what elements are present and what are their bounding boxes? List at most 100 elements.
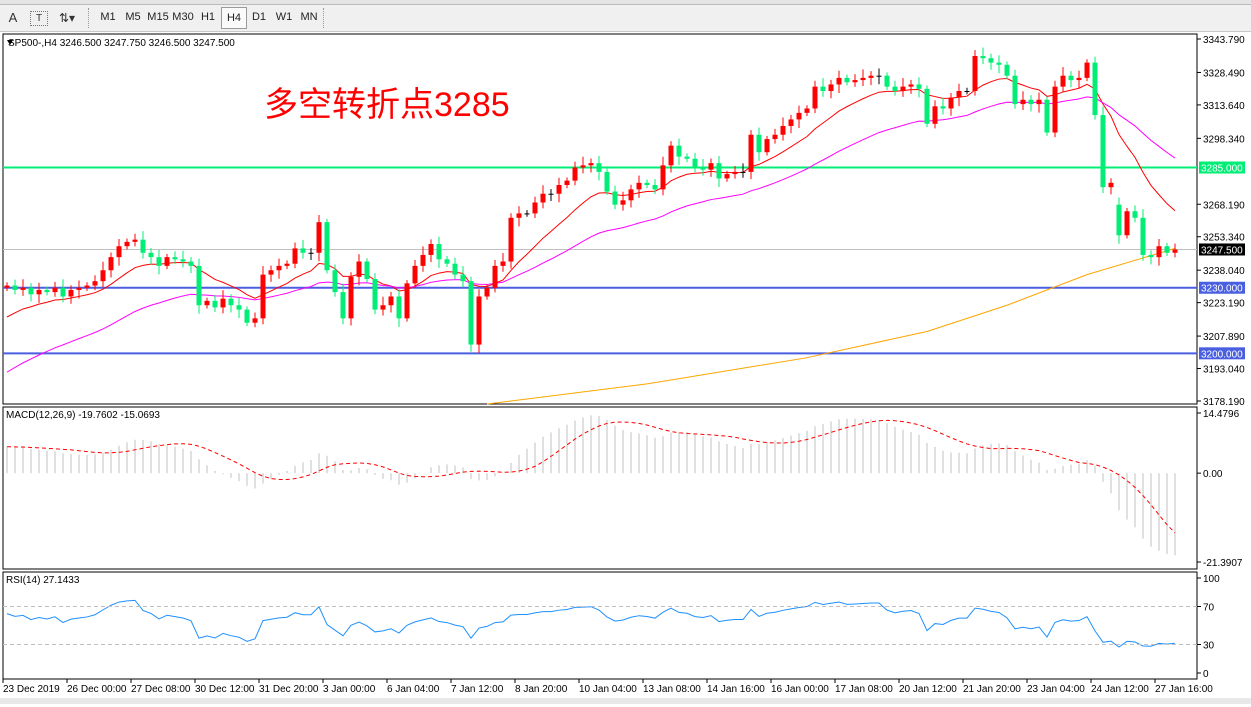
candle-body <box>212 300 218 308</box>
candle <box>36 282 42 303</box>
timeframe-m5[interactable]: M5 <box>125 11 141 23</box>
candle-body <box>644 182 650 186</box>
chart-window[interactable]: 3343.790 3328.490 3313.640 3298.340 3268.190… <box>0 32 1251 704</box>
candle-body <box>1164 246 1170 253</box>
candle-body <box>436 244 442 260</box>
candle <box>284 260 290 270</box>
candle <box>12 279 18 295</box>
timeframe-d1[interactable]: D1 <box>251 11 267 23</box>
time-tick-label: 20 Jan 12:00 <box>899 684 957 695</box>
candle-body <box>332 270 338 293</box>
time-tick-label: 17 Jan 08:00 <box>835 684 893 695</box>
timeframe-m1[interactable]: M1 <box>100 11 116 23</box>
candle-body <box>756 134 762 153</box>
candle-body <box>260 274 266 319</box>
candle <box>452 257 458 280</box>
candle <box>964 87 970 95</box>
candle-body <box>276 265 282 271</box>
candle-body <box>108 257 114 271</box>
candle <box>1052 80 1058 138</box>
candle <box>348 272 354 326</box>
chart-canvas[interactable]: 3343.790 3328.490 3313.640 3298.340 3268.190… <box>0 32 1251 704</box>
time-tick-label: 13 Jan 08:00 <box>643 684 701 695</box>
candle-body <box>188 261 194 266</box>
candle <box>1148 250 1154 265</box>
current-price-label: 3247.500 <box>1201 245 1243 256</box>
candle-body <box>468 281 474 345</box>
candle-body <box>804 108 810 113</box>
candle <box>212 294 218 313</box>
timeframe-h4[interactable]: H4 <box>221 7 247 29</box>
candle-body <box>100 270 106 282</box>
candle-body <box>28 287 34 295</box>
candle-body <box>268 270 274 275</box>
candle <box>412 259 418 288</box>
candle-body <box>708 163 714 170</box>
candle-body <box>1116 204 1122 236</box>
price-tick-label: 3313.640 <box>1203 101 1245 112</box>
timeframe-m15[interactable]: M15 <box>147 11 169 23</box>
candle <box>916 77 922 98</box>
time-tick-label: 24 Jan 12:00 <box>1091 684 1149 695</box>
arrows-icon: ⇅▾ <box>58 11 76 25</box>
candle-body <box>324 222 330 271</box>
bottom-tab-strip[interactable] <box>0 698 1251 704</box>
candle-body <box>996 62 1002 65</box>
candle-body <box>1124 211 1130 236</box>
timeframe-mn[interactable]: MN <box>300 11 318 23</box>
candle-body <box>1084 62 1090 78</box>
time-tick-label: 23 Dec 2019 <box>3 684 60 695</box>
text-tool-button[interactable]: A <box>8 10 18 25</box>
candle <box>1084 59 1090 82</box>
level-label: 3285.000 <box>1201 164 1243 175</box>
level-label-box <box>1199 161 1245 174</box>
candle-body <box>148 252 154 258</box>
candle <box>268 265 274 282</box>
candle <box>260 266 266 325</box>
price-tick-label: 3193.040 <box>1203 365 1245 376</box>
candle-body <box>540 193 546 203</box>
rsi-header: RSI(14) 27.1433 <box>6 575 80 586</box>
candle <box>620 191 626 211</box>
ma-fast-line <box>6 78 1176 318</box>
candle <box>444 256 450 267</box>
candle <box>780 117 786 141</box>
candle-body <box>972 56 978 92</box>
candle-body <box>844 77 850 83</box>
candle <box>84 282 90 292</box>
price-tick-label: 3298.340 <box>1203 134 1245 145</box>
candle-body <box>516 213 522 218</box>
text-label-tool-button[interactable]: T <box>30 11 48 26</box>
level-label-box <box>1199 281 1245 294</box>
timeframe-w1[interactable]: W1 <box>275 11 293 23</box>
rsi-tick-label: 70 <box>1203 603 1215 614</box>
candle-body <box>284 263 290 266</box>
candle-body <box>84 285 90 288</box>
arrows-tool-button[interactable]: ⇅▾ <box>54 8 80 28</box>
candle <box>340 283 346 325</box>
candle-body <box>252 318 258 323</box>
candle <box>548 189 554 201</box>
candle <box>172 251 178 264</box>
candle <box>924 85 930 128</box>
candle <box>180 250 186 268</box>
candle <box>156 249 162 275</box>
level-label-box <box>1199 347 1245 360</box>
candle <box>420 246 426 272</box>
candle <box>52 281 58 297</box>
candle-body <box>572 167 578 181</box>
timeframe-m30[interactable]: M30 <box>172 11 194 23</box>
candle-body <box>500 261 506 266</box>
candle <box>484 284 490 300</box>
timeframe-h1[interactable]: H1 <box>200 11 216 23</box>
collapse-triangle-icon[interactable] <box>7 40 13 45</box>
candle-body <box>564 180 570 186</box>
candle-body <box>492 265 498 288</box>
candle <box>332 264 338 297</box>
candle-body <box>948 97 954 109</box>
candle <box>116 238 122 266</box>
candle <box>372 273 378 315</box>
rsi-line <box>6 599 1176 648</box>
candle <box>868 71 874 86</box>
toolbar-separator <box>323 8 326 28</box>
